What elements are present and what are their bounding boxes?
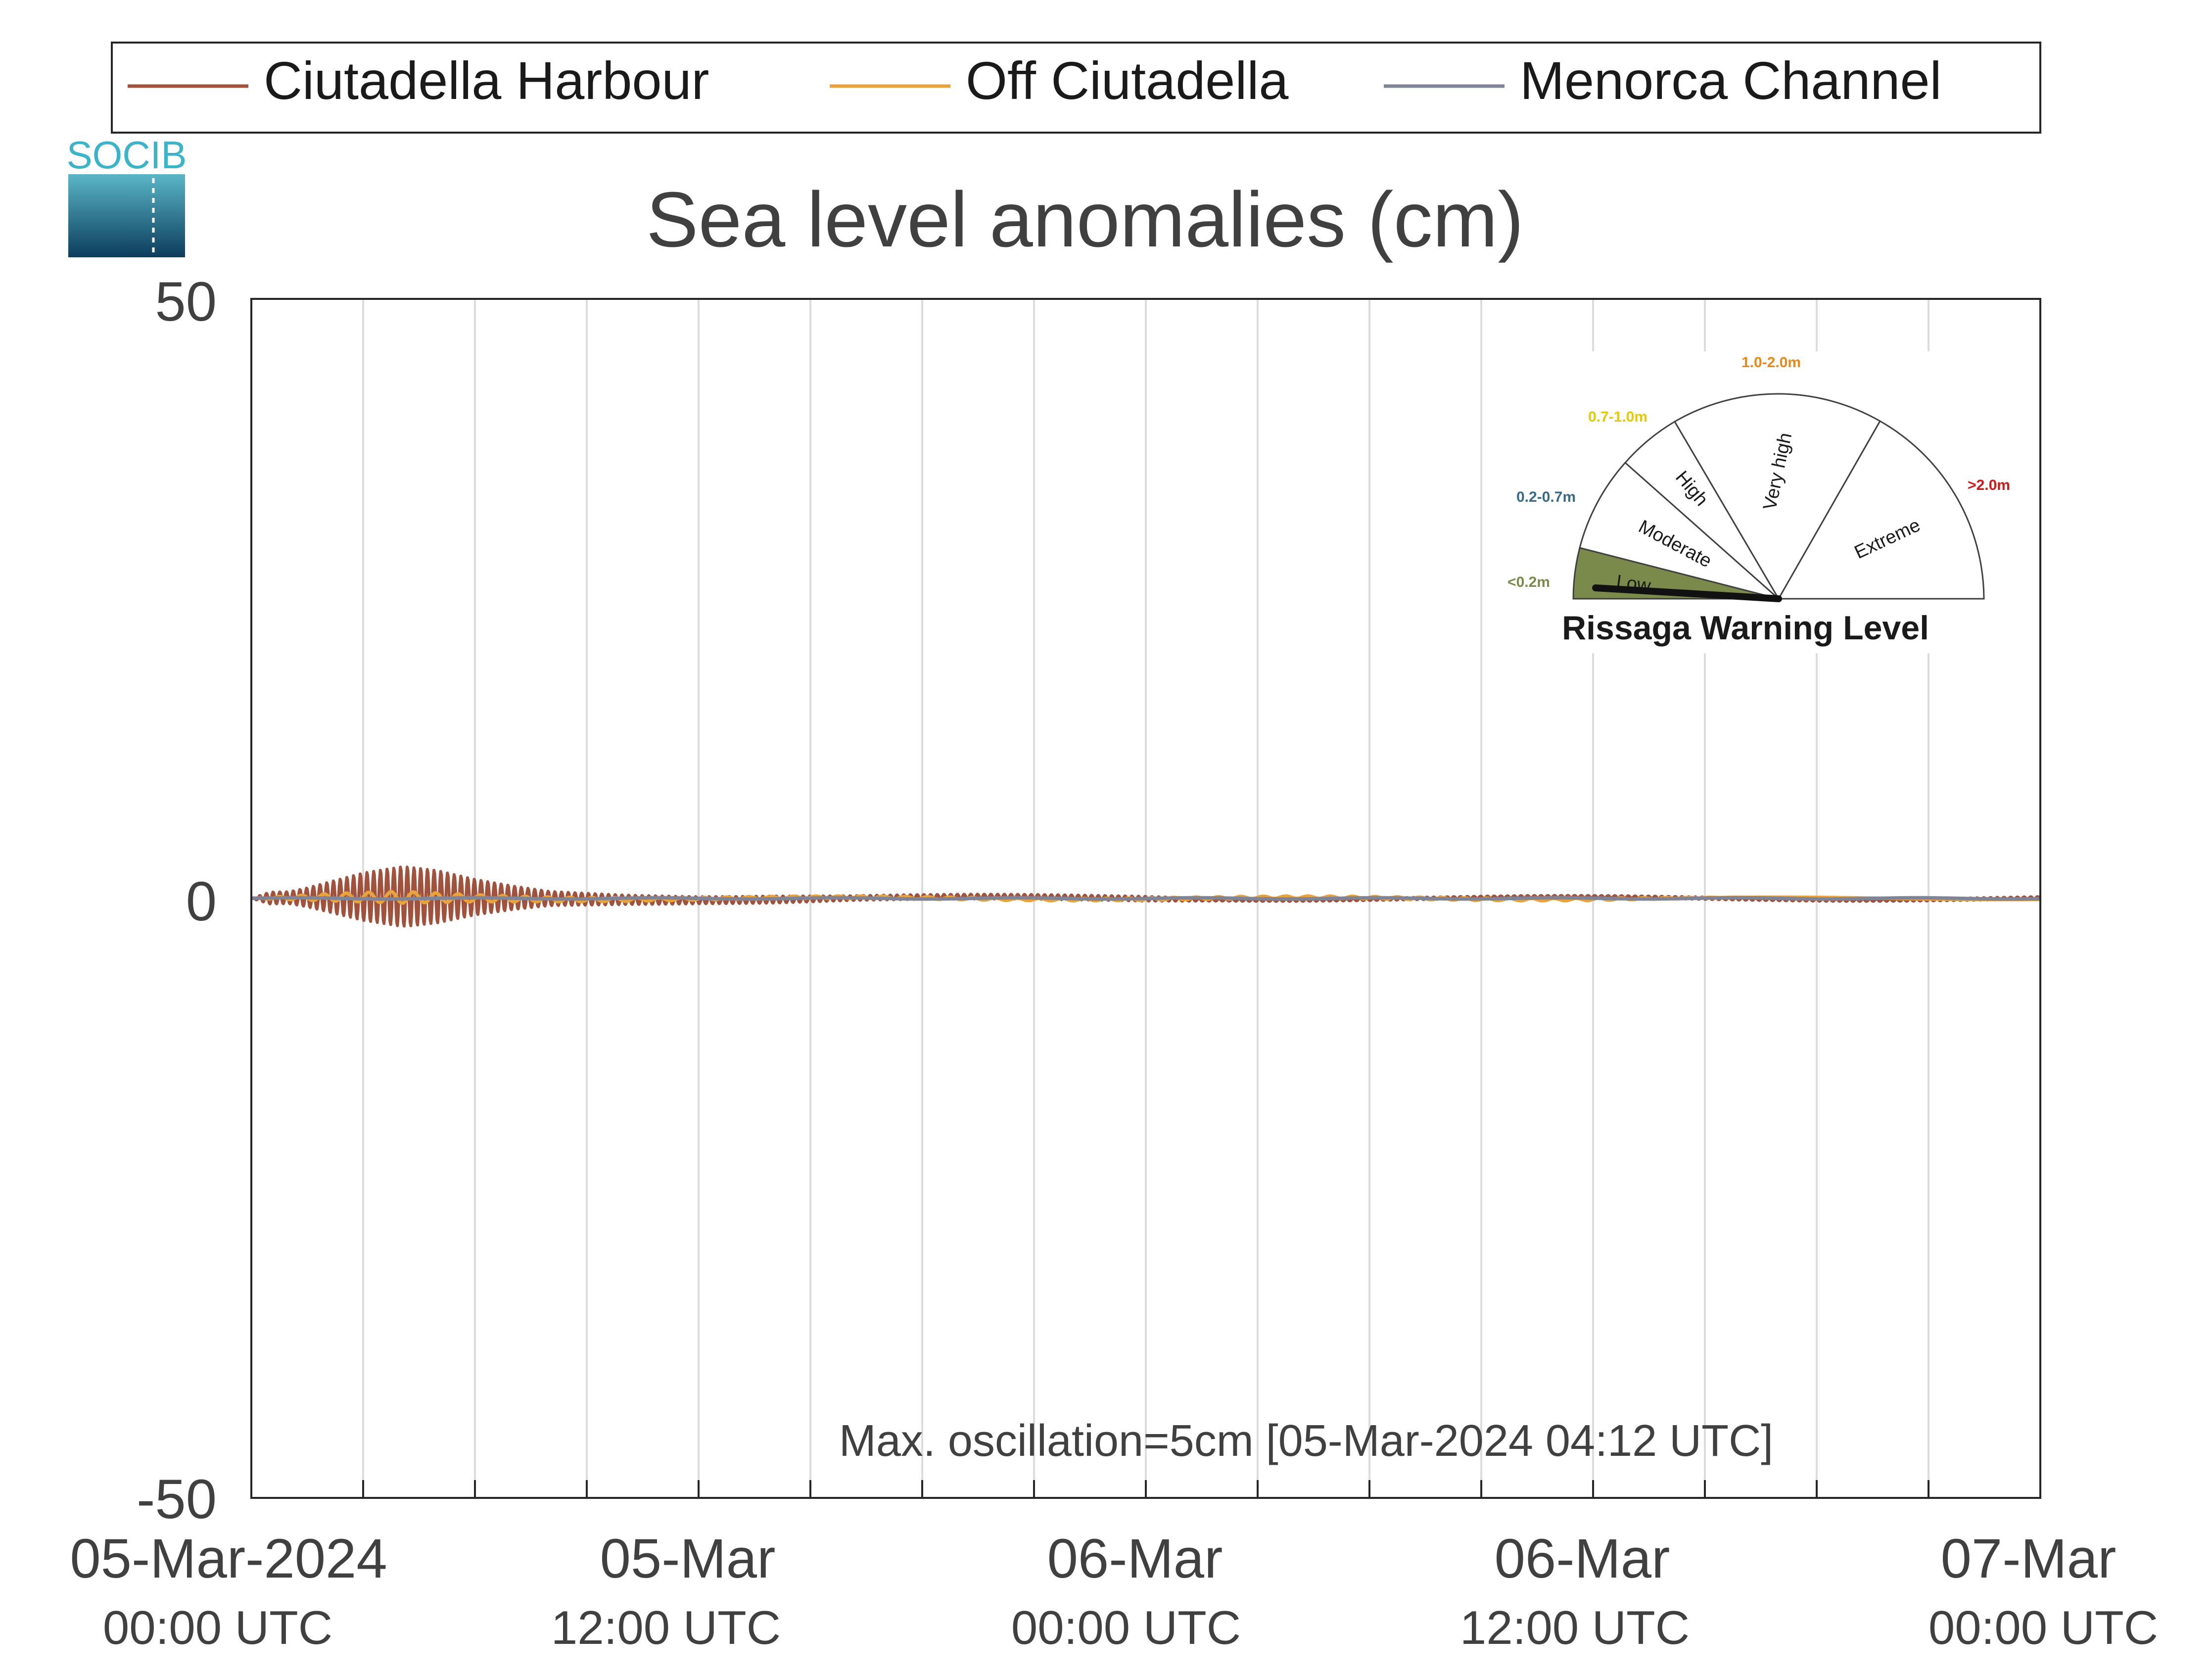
chart-title: Sea level anomalies (cm): [646, 176, 1524, 263]
x-tick-time-4: 00:00 UTC: [1929, 1601, 2158, 1654]
legend-label-menorca-channel: Menorca Channel: [1520, 50, 1942, 110]
y-tick-label-0: 0: [186, 870, 217, 932]
gauge-sector-very-high: [1673, 393, 1882, 600]
x-tick-date-2: 06-Mar: [1047, 1528, 1223, 1589]
x-tick-time-3: 12:00 UTC: [1460, 1601, 1690, 1654]
gauge-range-extreme: >2.0m: [1968, 477, 2010, 493]
x-tick-time-0: 00:00 UTC: [103, 1601, 332, 1654]
x-tick-date-0: 05-Mar-2024: [70, 1528, 387, 1589]
series-line-menorca-channel: [251, 896, 2041, 901]
socib-logo: SOCIB: [67, 133, 187, 257]
legend-label-off-ciutadella: Off Ciutadella: [966, 50, 1289, 110]
gauge-needle: [1592, 584, 1782, 602]
y-tick-label-minus-50: -50: [137, 1468, 217, 1530]
max-oscillation-annotation: Max. oscillation=5cm [05-Mar-2024 04:12 …: [839, 1416, 1773, 1466]
gauge-sector-extreme: [1777, 420, 1985, 600]
socib-logo-mark: [68, 174, 185, 257]
gauge-range-high: 0.7-1.0m: [1588, 409, 1647, 425]
x-tick-time-1: 12:00 UTC: [551, 1601, 781, 1654]
rissaga-warning-gauge: Low Moderate High Very high Extreme <0.2…: [1502, 351, 2021, 653]
legend: Ciutadella Harbour Off Ciutadella Menorc…: [111, 42, 2041, 134]
x-tick-time-2: 00:00 UTC: [1011, 1601, 1241, 1654]
socib-logo-text: SOCIB: [67, 133, 187, 177]
x-ticks: [362, 1480, 1930, 1498]
y-tick-label-50: 50: [155, 271, 217, 333]
x-tick-labels: 05-Mar-2024 00:00 UTC 05-Mar 12:00 UTC 0…: [70, 1528, 2158, 1654]
gauge-sector-moderate: [1579, 461, 1779, 600]
gauge-range-low: <0.2m: [1507, 574, 1550, 590]
legend-box: [111, 42, 2041, 134]
x-tick-date-3: 06-Mar: [1495, 1528, 1670, 1589]
gauge-range-very-high: 1.0-2.0m: [1741, 354, 1801, 371]
data-series: [250, 865, 2041, 928]
x-tick-date-4: 07-Mar: [1941, 1528, 2117, 1589]
gauge-range-moderate: 0.2-0.7m: [1516, 489, 1576, 505]
gauge-title: Rissaga Warning Level: [1562, 609, 1929, 647]
legend-label-ciutadella-harbour: Ciutadella Harbour: [264, 50, 709, 110]
x-tick-date-1: 05-Mar: [600, 1528, 776, 1589]
